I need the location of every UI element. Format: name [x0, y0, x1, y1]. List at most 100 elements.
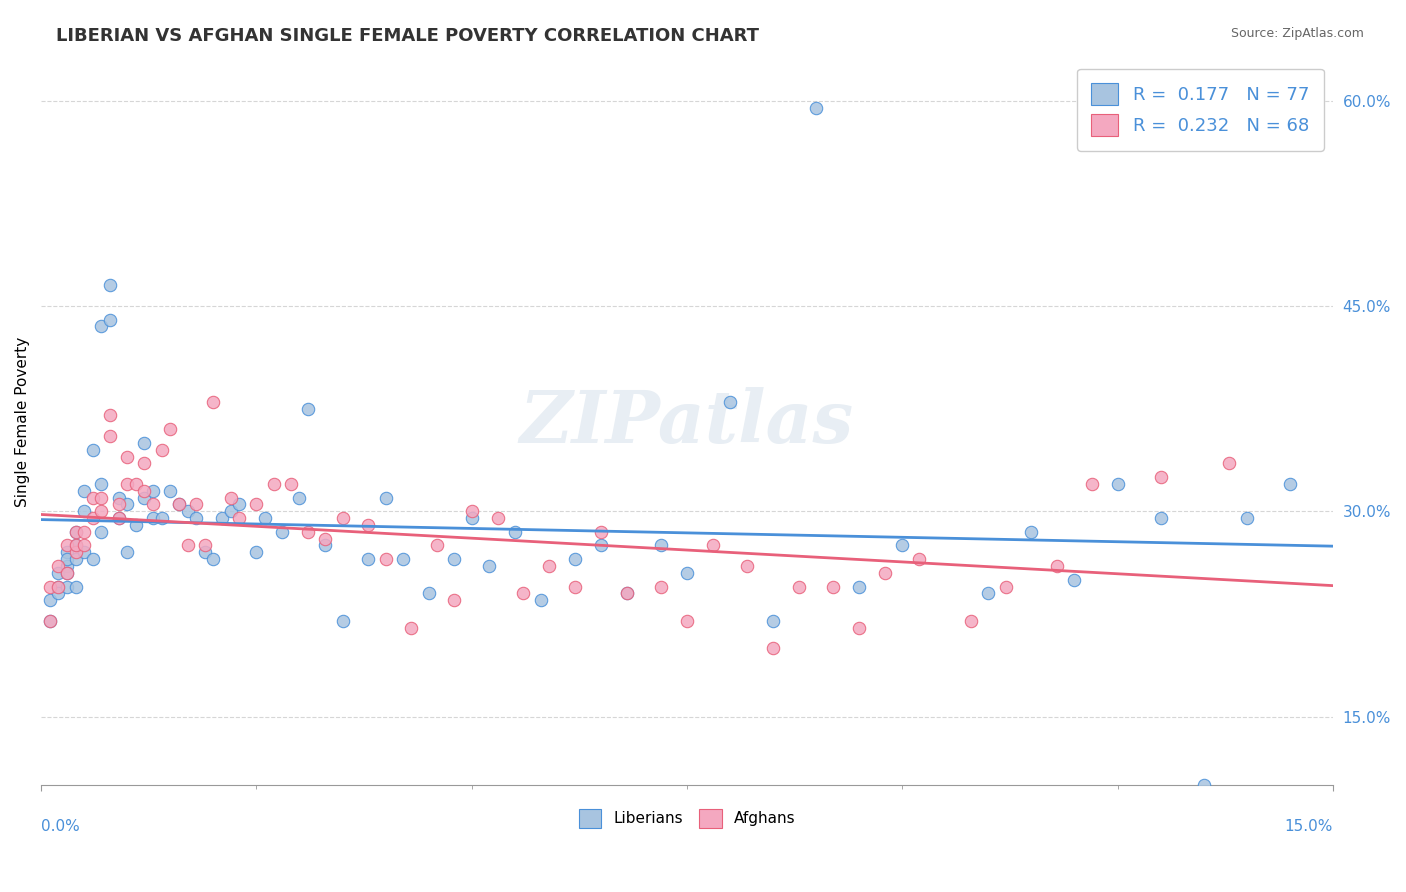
Point	[98, 429, 121, 443]
Point	[134, 456, 156, 470]
Point	[271, 524, 294, 539]
Point	[90, 476, 112, 491]
Point	[280, 476, 302, 491]
Point	[486, 511, 509, 525]
Text: LIBERIAN VS AFGHAN SINGLE FEMALE POVERTY CORRELATION CHART: LIBERIAN VS AFGHAN SINGLE FEMALE POVERTY…	[56, 27, 759, 45]
Point	[46, 559, 69, 574]
Point	[823, 580, 845, 594]
Point	[82, 442, 104, 457]
Point	[616, 586, 638, 600]
Point	[1218, 456, 1240, 470]
Point	[134, 435, 156, 450]
Point	[98, 312, 121, 326]
Point	[253, 511, 276, 525]
Point	[82, 511, 104, 525]
Point	[73, 524, 96, 539]
Point	[65, 580, 87, 594]
Point	[107, 497, 129, 511]
Point	[564, 552, 586, 566]
Point	[219, 504, 242, 518]
Text: ZIPatlas: ZIPatlas	[520, 387, 853, 458]
Point	[503, 524, 526, 539]
Point	[787, 580, 810, 594]
Text: 15.0%: 15.0%	[1285, 819, 1333, 834]
Point	[56, 580, 79, 594]
Point	[90, 491, 112, 505]
Legend: Liberians, Afghans: Liberians, Afghans	[571, 802, 803, 836]
Point	[873, 566, 896, 580]
Point	[228, 511, 250, 525]
Point	[56, 539, 79, 553]
Point	[1236, 511, 1258, 525]
Point	[65, 524, 87, 539]
Point	[46, 586, 69, 600]
Point	[194, 539, 217, 553]
Point	[891, 539, 914, 553]
Point	[56, 552, 79, 566]
Point	[38, 614, 60, 628]
Point	[977, 586, 1000, 600]
Point	[297, 524, 319, 539]
Point	[332, 614, 354, 628]
Point	[176, 539, 198, 553]
Point	[650, 580, 672, 594]
Point	[142, 511, 165, 525]
Point	[460, 504, 482, 518]
Point	[1046, 559, 1069, 574]
Point	[1278, 476, 1301, 491]
Point	[512, 586, 534, 600]
Point	[357, 552, 380, 566]
Point	[82, 491, 104, 505]
Point	[56, 566, 79, 580]
Point	[73, 483, 96, 498]
Point	[65, 539, 87, 553]
Point	[98, 278, 121, 293]
Point	[219, 491, 242, 505]
Point	[718, 394, 741, 409]
Point	[73, 545, 96, 559]
Point	[184, 511, 207, 525]
Point	[288, 491, 311, 505]
Point	[65, 524, 87, 539]
Point	[90, 319, 112, 334]
Point	[115, 476, 138, 491]
Point	[762, 614, 785, 628]
Y-axis label: Single Female Poverty: Single Female Poverty	[15, 337, 30, 508]
Point	[167, 497, 190, 511]
Point	[228, 497, 250, 511]
Point	[297, 401, 319, 416]
Point	[676, 566, 699, 580]
Point	[167, 497, 190, 511]
Point	[245, 545, 267, 559]
Point	[1063, 573, 1085, 587]
Point	[1107, 476, 1129, 491]
Point	[908, 552, 931, 566]
Point	[90, 524, 112, 539]
Point	[374, 491, 396, 505]
Point	[374, 552, 396, 566]
Point	[107, 511, 129, 525]
Point	[73, 539, 96, 553]
Point	[1192, 778, 1215, 792]
Point	[804, 101, 827, 115]
Point	[134, 483, 156, 498]
Point	[202, 552, 225, 566]
Point	[46, 580, 69, 594]
Point	[38, 593, 60, 607]
Point	[115, 545, 138, 559]
Point	[125, 518, 148, 533]
Point	[676, 614, 699, 628]
Point	[401, 621, 423, 635]
Point	[1149, 470, 1171, 484]
Point	[107, 491, 129, 505]
Point	[314, 532, 336, 546]
Point	[460, 511, 482, 525]
Point	[332, 511, 354, 525]
Point	[994, 580, 1017, 594]
Point	[150, 511, 173, 525]
Point	[589, 524, 612, 539]
Point	[38, 580, 60, 594]
Point	[848, 580, 870, 594]
Point	[142, 497, 165, 511]
Point	[263, 476, 285, 491]
